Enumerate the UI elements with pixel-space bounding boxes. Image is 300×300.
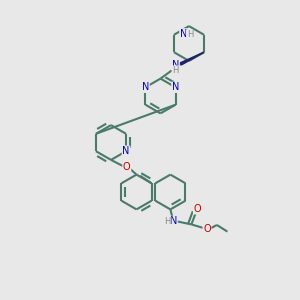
Text: N: N [170, 216, 177, 226]
Text: H: H [187, 30, 193, 39]
Text: N: N [180, 29, 187, 39]
Text: O: O [194, 204, 201, 214]
Text: H: H [164, 217, 171, 226]
Text: H: H [172, 66, 178, 75]
Text: N: N [172, 59, 179, 70]
Text: N: N [122, 146, 130, 156]
Text: O: O [123, 162, 130, 172]
Text: O: O [203, 224, 211, 234]
Text: N: N [142, 82, 149, 92]
Polygon shape [180, 52, 204, 65]
Text: N: N [172, 82, 179, 92]
